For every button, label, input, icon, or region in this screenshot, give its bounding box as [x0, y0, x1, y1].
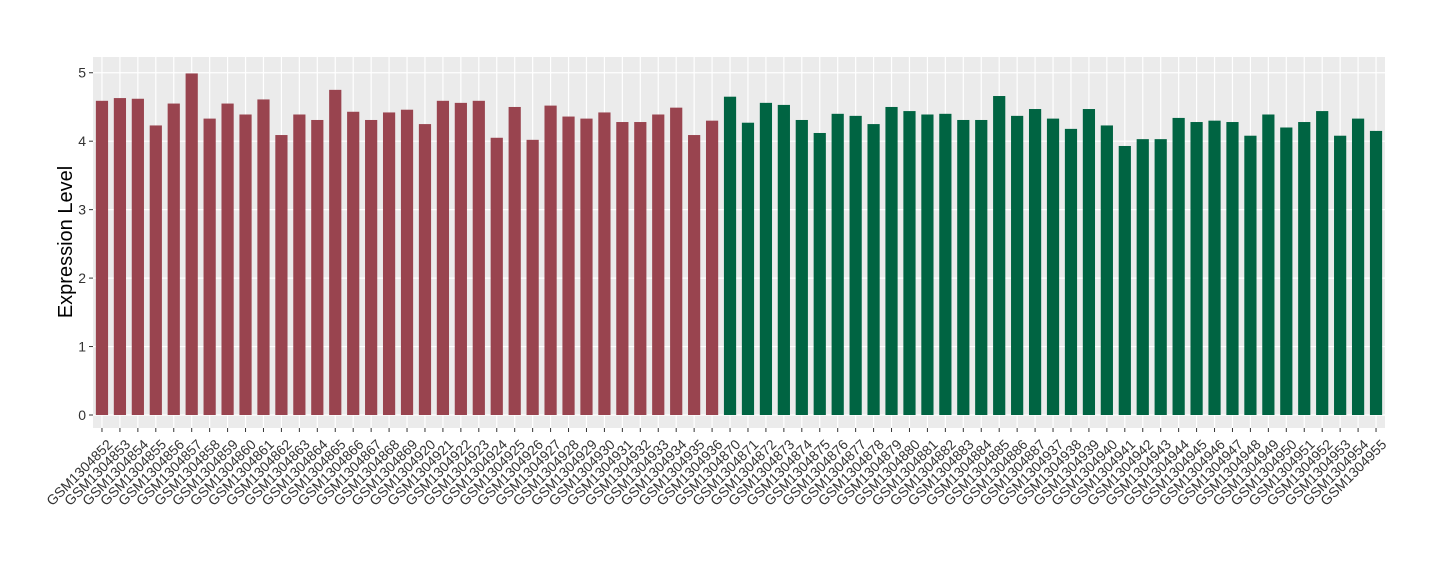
bar	[885, 106, 898, 415]
bar	[1136, 139, 1149, 415]
bar	[1100, 125, 1113, 415]
bar	[831, 113, 844, 415]
y-tick-label: 2	[78, 270, 86, 286]
bar	[221, 103, 234, 415]
bar	[508, 106, 521, 415]
bar	[759, 102, 773, 415]
bar	[185, 73, 198, 415]
bar	[1262, 114, 1275, 415]
y-tick-label: 3	[78, 202, 86, 218]
bar	[149, 125, 162, 415]
bar	[1369, 130, 1383, 415]
bar	[652, 114, 665, 415]
y-axis-label: Expression Level	[55, 166, 77, 318]
bar	[1046, 118, 1060, 415]
bar	[1190, 122, 1203, 415]
bar	[167, 103, 180, 415]
bar	[275, 135, 288, 415]
bar	[741, 122, 755, 415]
bar	[1118, 145, 1131, 415]
bar	[293, 114, 306, 415]
bar	[239, 114, 252, 415]
bar	[131, 98, 144, 415]
bar	[1028, 109, 1042, 415]
bar	[867, 124, 880, 415]
bar	[1280, 127, 1293, 415]
bar	[1226, 122, 1239, 415]
y-tick-label: 0	[78, 407, 86, 423]
bar	[813, 132, 826, 415]
bar	[329, 89, 342, 415]
bar	[113, 98, 127, 415]
bar	[634, 122, 647, 415]
bar	[993, 96, 1006, 415]
bar	[921, 114, 934, 415]
y-tick-label: 1	[78, 339, 86, 355]
y-tick-label: 5	[78, 65, 86, 81]
bar	[903, 111, 916, 415]
bar	[1064, 128, 1078, 415]
bar	[472, 100, 485, 415]
bar	[257, 99, 270, 415]
bar	[400, 109, 414, 415]
bar	[939, 113, 952, 415]
bar	[705, 120, 719, 415]
bar	[1208, 120, 1221, 415]
bar	[849, 115, 862, 415]
bar	[365, 119, 378, 415]
bar	[1011, 115, 1024, 415]
bar	[616, 122, 629, 415]
bar	[562, 116, 575, 415]
bars	[95, 73, 1383, 415]
bar	[598, 112, 611, 415]
bar	[688, 135, 701, 415]
bar	[580, 118, 593, 415]
bar	[1154, 139, 1167, 415]
bar	[777, 104, 790, 415]
bar	[670, 107, 683, 415]
bar	[975, 119, 988, 415]
bar	[436, 100, 450, 415]
bar	[723, 96, 737, 415]
bar	[544, 105, 557, 415]
bar	[490, 137, 503, 415]
bar	[203, 118, 216, 415]
bar	[795, 119, 808, 415]
bar	[1298, 122, 1311, 415]
bar	[1082, 109, 1096, 415]
bar	[1351, 118, 1365, 415]
bar	[1172, 117, 1185, 415]
bar	[382, 112, 396, 415]
bar	[454, 102, 467, 415]
bar	[95, 100, 109, 415]
y-tick-label: 4	[78, 133, 86, 149]
bar	[957, 119, 970, 415]
bar	[311, 119, 324, 415]
bar	[347, 111, 360, 415]
bar	[1334, 135, 1347, 415]
bar	[1244, 135, 1257, 415]
bar	[526, 139, 539, 415]
axes: 012345GSM1304852GSM1304853GSM1304854GSM1…	[43, 65, 1390, 509]
plot-background	[93, 57, 1385, 428]
bar	[418, 124, 432, 415]
bar	[1316, 111, 1329, 415]
